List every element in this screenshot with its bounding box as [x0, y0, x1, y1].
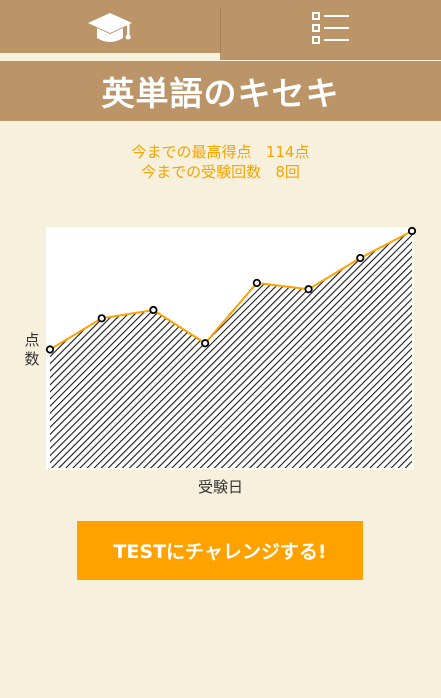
tab-bar [0, 0, 441, 60]
score-point [254, 280, 260, 286]
x-axis-label: 受験日 [0, 476, 441, 497]
challenge-test-button[interactable]: TESTにチャレンジする! [77, 521, 363, 580]
test-count-line: 今までの受験回数 8回 [0, 162, 441, 182]
tab-home[interactable] [0, 0, 220, 60]
score-point [202, 340, 208, 346]
test-count-label: 今までの受験回数 [141, 163, 261, 181]
score-point [99, 315, 105, 321]
best-score-label: 今までの最高得点 [132, 143, 252, 161]
app-header: 英単語のキセキ [0, 61, 441, 121]
y-axis-label-char: 点 [22, 331, 42, 350]
score-point [150, 307, 156, 313]
graduation-cap-icon [87, 11, 133, 49]
score-chart-svg [0, 222, 441, 502]
page-title: 英単語のキセキ [102, 67, 340, 115]
best-score-line: 今までの最高得点 114点 [0, 142, 441, 162]
score-point [409, 228, 415, 234]
score-point [47, 346, 53, 352]
score-chart [0, 222, 441, 502]
y-axis-label-char: 数 [22, 350, 42, 369]
score-point [305, 286, 311, 292]
y-axis-label: 点数 [22, 331, 42, 369]
stats-panel: 今までの最高得点 114点 今までの受験回数 8回 [0, 142, 441, 182]
tab-list[interactable] [221, 0, 441, 60]
list-icon [311, 10, 351, 50]
best-score-value: 114点 [266, 143, 310, 161]
tab-selected-indicator [0, 53, 220, 60]
score-point [357, 255, 363, 261]
test-count-value: 8回 [275, 163, 300, 181]
